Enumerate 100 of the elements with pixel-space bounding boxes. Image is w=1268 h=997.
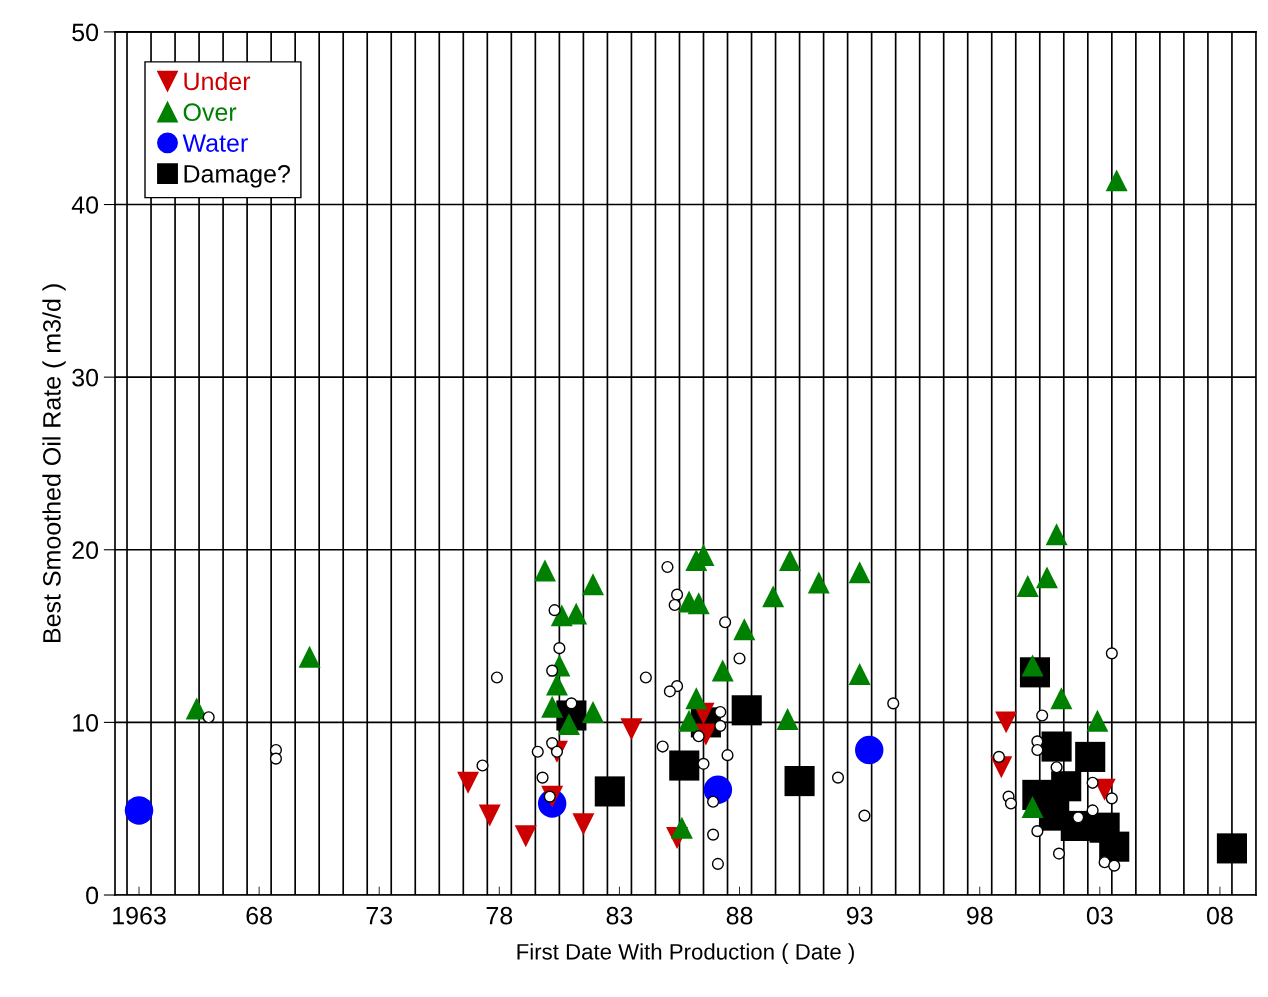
point: [714, 719, 727, 732]
point: [807, 571, 830, 594]
point: [685, 687, 708, 710]
point: [545, 673, 568, 696]
point: [711, 659, 734, 682]
point: [714, 705, 727, 719]
point: [594, 776, 625, 807]
point: [582, 701, 604, 724]
point: [663, 685, 676, 698]
point: [719, 616, 732, 629]
point: [1216, 833, 1247, 864]
legend-label: Under: [184, 71, 251, 91]
point: [1105, 169, 1128, 192]
x-tick-label: 1963: [113, 906, 166, 925]
point: [697, 757, 710, 770]
point: [553, 642, 566, 655]
point: [687, 592, 710, 615]
point: [858, 809, 871, 822]
point: [298, 645, 321, 668]
point: [678, 709, 701, 732]
point: [776, 707, 799, 730]
point: [721, 749, 734, 762]
x-tick-label: 73: [366, 906, 393, 925]
point: [661, 560, 674, 574]
point: [1045, 523, 1068, 546]
point: [1086, 776, 1099, 789]
point: [762, 585, 785, 608]
point: [707, 828, 720, 841]
point: [670, 816, 693, 839]
point: [1021, 795, 1044, 818]
point: [124, 796, 154, 825]
point: [887, 697, 900, 710]
point: [565, 697, 578, 710]
point: [707, 795, 720, 808]
point: [548, 604, 561, 617]
point: [550, 604, 573, 627]
point: [546, 737, 559, 750]
legend-label: Over: [183, 103, 237, 122]
x-axis-title: First Date With Production ( Date ): [517, 943, 854, 965]
point: [670, 588, 684, 601]
legend-label: Water: [182, 134, 248, 152]
y-tick-label: 20: [72, 541, 99, 560]
x-tick-label: 03: [1086, 906, 1113, 925]
point: [546, 664, 559, 677]
point: [1086, 709, 1109, 732]
point: [1050, 687, 1073, 710]
legend-label: Damage?: [184, 164, 290, 188]
point: [541, 695, 564, 718]
point: [1105, 792, 1118, 805]
point: [733, 652, 746, 665]
y-tick-label: 50: [72, 23, 99, 42]
point: [733, 618, 756, 641]
point: [1036, 566, 1058, 589]
x-tick-label: 08: [1207, 906, 1233, 925]
y-tick-label: 0: [86, 886, 99, 905]
point: [1004, 797, 1018, 810]
point: [531, 745, 544, 758]
x-tick-label: 83: [606, 906, 633, 925]
point: [457, 771, 480, 794]
point: [620, 718, 643, 741]
point: [202, 711, 215, 724]
point: [1031, 743, 1044, 757]
x-tick-label: 88: [726, 906, 753, 925]
point: [536, 771, 549, 784]
point: [476, 759, 489, 772]
y-tick-label: 30: [72, 368, 99, 387]
x-tick-label: 98: [966, 906, 993, 925]
point: [855, 735, 884, 765]
point: [778, 549, 801, 572]
point: [1016, 575, 1039, 597]
y-tick-label: 10: [73, 713, 99, 732]
point: [1041, 731, 1072, 762]
point: [1036, 709, 1049, 722]
point: [1098, 856, 1111, 869]
x-tick-label: 93: [846, 906, 873, 925]
point: [514, 825, 537, 848]
x-tick-label: 68: [246, 906, 272, 925]
y-tick-label: 40: [71, 196, 99, 214]
point: [572, 813, 595, 836]
point: [533, 559, 556, 582]
point: [478, 804, 501, 827]
point: [784, 766, 815, 797]
point: [731, 695, 762, 726]
point: [848, 663, 871, 686]
x-tick-label: 78: [486, 906, 513, 925]
y-axis-title: Best Smoothed Oil Rate ( m3/d ): [42, 284, 66, 643]
point: [582, 573, 604, 596]
point: [848, 561, 871, 584]
point: [995, 711, 1018, 734]
point: [1051, 771, 1082, 802]
point: [656, 740, 669, 753]
point: [1075, 741, 1106, 772]
point: [992, 750, 1006, 763]
point: [1105, 647, 1118, 660]
point: [711, 857, 724, 871]
point: [669, 750, 700, 781]
point: [639, 671, 652, 684]
point: [1031, 825, 1044, 838]
point: [1099, 831, 1130, 862]
point: [269, 752, 283, 765]
